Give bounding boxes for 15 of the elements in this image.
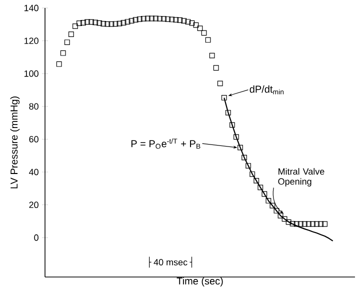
x-axis-title: Time (sec) bbox=[176, 277, 223, 286]
y-tick-label: 140 bbox=[24, 4, 38, 12]
y-tick-label: 100 bbox=[24, 70, 38, 77]
annotation: Mitral Valve Opening bbox=[278, 168, 324, 186]
annotation: P = P$_{O}$e$^{-t/T}$ + P$_{B}$ bbox=[131, 138, 200, 149]
annotation: dP/dt$_{min}$ bbox=[250, 85, 284, 94]
annotation: 40 msec bbox=[154, 259, 188, 266]
y-tick-label: 60 bbox=[29, 136, 38, 142]
y-tick-label: 40 bbox=[29, 168, 38, 176]
y-tick-label: 120 bbox=[24, 38, 38, 44]
y-tick-label: 80 bbox=[29, 103, 38, 110]
y-tick-label: 0 bbox=[34, 234, 38, 241]
y-axis-title: LV Pressure (mmHg) bbox=[10, 96, 20, 188]
line-series bbox=[224, 97, 334, 242]
y-tick-label: 20 bbox=[29, 202, 38, 208]
